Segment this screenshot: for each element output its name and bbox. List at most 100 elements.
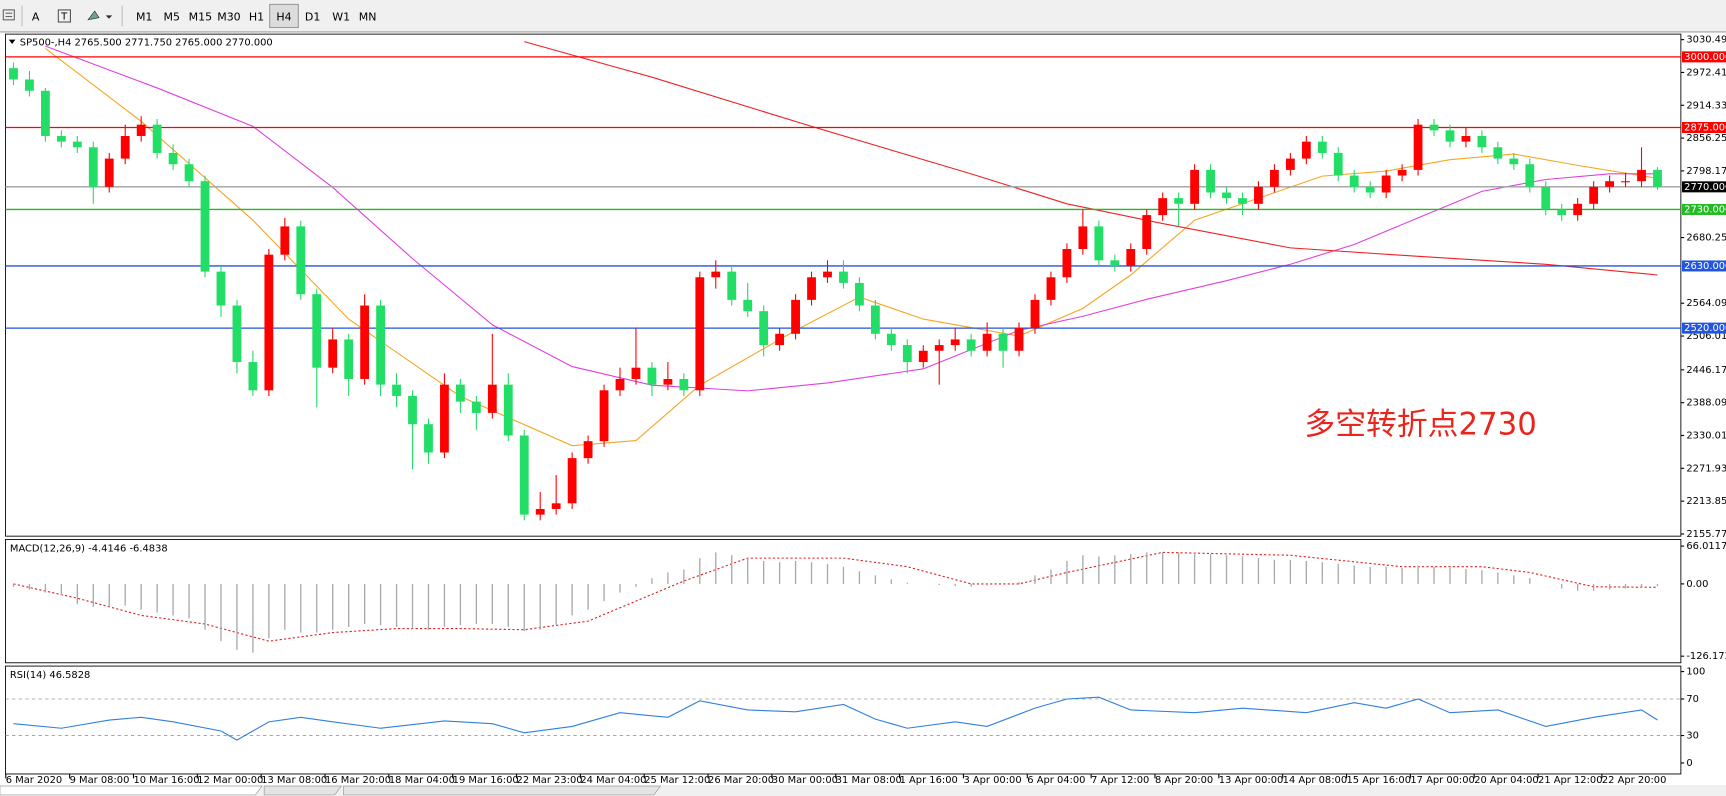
candle-body	[1174, 198, 1184, 204]
candle-body	[392, 384, 401, 396]
timeframe-active	[269, 3, 299, 29]
candle-body	[1509, 158, 1519, 165]
candle-body	[759, 311, 769, 346]
candle-body	[232, 305, 242, 363]
rsi-line	[13, 696, 1658, 741]
y-tick-label: 2506.010	[1686, 331, 1726, 342]
candle-body	[567, 458, 577, 504]
candle-body	[1397, 169, 1407, 176]
candle-body	[56, 135, 66, 142]
svg-text:T: T	[60, 12, 68, 23]
tab-bar-bg	[0, 784, 1726, 796]
candle-body	[583, 441, 593, 459]
candle-body	[1461, 135, 1471, 142]
candle-body	[1333, 152, 1343, 176]
candle-body	[1110, 260, 1120, 266]
timeframe-button[interactable]: W1	[332, 11, 350, 24]
candle-body	[184, 164, 194, 182]
price-level-label: 2770.000	[1684, 182, 1726, 193]
timeframe-button[interactable]: M1	[136, 11, 152, 24]
candle-body	[25, 79, 34, 91]
candle-body	[615, 378, 625, 391]
candle-body	[9, 68, 18, 80]
text-tool[interactable]: A	[32, 11, 40, 24]
timeframe-button[interactable]: H1	[249, 11, 264, 24]
y-tick-label: 2330.010	[1686, 431, 1726, 442]
candle-body	[376, 305, 385, 385]
candle-body	[200, 181, 210, 272]
candle-body	[72, 141, 82, 148]
candle-body	[1238, 198, 1247, 204]
timeframe-button[interactable]: MN	[359, 11, 377, 24]
tab[interactable]	[343, 785, 662, 796]
candle-body	[1030, 299, 1040, 329]
candle-body	[424, 424, 433, 453]
candle-body	[1637, 169, 1646, 182]
price-level-label: 3000.000	[1684, 52, 1726, 63]
plot-area	[13, 696, 1658, 741]
x-tick-label: 16 Mar 20:00	[325, 775, 391, 786]
candle-body	[1605, 181, 1614, 187]
x-tick-label: 22 Apr 20:00	[1602, 775, 1666, 786]
pane-frame	[5, 665, 1682, 775]
y-tick-label: 0.00	[1686, 579, 1708, 590]
indicator-title: MACD(12,26,9) -4.4146 -6.4838	[10, 543, 168, 554]
timeframe-button[interactable]: M30	[217, 11, 240, 24]
timeframe-button[interactable]: M5	[163, 11, 179, 24]
y-tick-label: -126.173	[1686, 651, 1726, 662]
tab[interactable]	[0, 785, 263, 796]
candle-body	[599, 390, 609, 442]
y-tick-label: 100	[1686, 667, 1705, 678]
price-level-label: 2630.000	[1684, 261, 1726, 272]
candle-body	[855, 282, 864, 306]
candle-body	[408, 395, 417, 425]
candle-body	[312, 294, 322, 368]
pane-frame	[5, 539, 1682, 664]
candle-body	[1222, 192, 1231, 199]
tab[interactable]	[263, 785, 342, 796]
x-tick-label: 7 Apr 12:00	[1091, 775, 1149, 786]
x-tick-label: 18 Mar 04:00	[389, 775, 455, 786]
y-tick-label: 2798.170	[1686, 166, 1726, 177]
annotation: 多空转折点2730	[1304, 407, 1536, 443]
candle-body	[1254, 186, 1263, 204]
x-tick-label: 6 Apr 04:00	[1027, 775, 1085, 786]
price-level-label: 2520.000	[1684, 323, 1726, 334]
y-tick-label: 3030.490	[1686, 35, 1726, 46]
candle-body	[679, 378, 689, 391]
x-tick-label: 30 Mar 00:00	[772, 775, 838, 786]
x-tick-label: 13 Apr 00:00	[1219, 775, 1283, 786]
candle-body	[918, 350, 928, 363]
y-tick-label: 66.0117	[1686, 541, 1726, 552]
menu-icon[interactable]	[2, 9, 15, 21]
candle-body	[152, 124, 162, 153]
candle-body	[1270, 169, 1279, 187]
timeframe-button[interactable]: M15	[189, 11, 212, 24]
candle-body	[248, 362, 258, 391]
macd-signal	[13, 551, 1658, 642]
candle-body	[775, 333, 785, 346]
shapes-tool[interactable]	[87, 10, 113, 21]
candle-body	[1477, 135, 1487, 148]
x-tick-label: 17 Apr 00:00	[1410, 775, 1474, 786]
timeframe-button[interactable]: H4	[276, 11, 291, 24]
candle-body	[1094, 226, 1104, 261]
y-tick-label: 2155.770	[1686, 529, 1726, 540]
x-tick-label: 24 Mar 04:00	[580, 775, 646, 786]
candle-body	[791, 299, 800, 334]
timeframe-button[interactable]: D1	[305, 11, 320, 24]
candle-body	[1078, 226, 1088, 250]
y-tick-label: 2271.930	[1686, 463, 1726, 474]
x-tick-label: 26 Mar 20:00	[708, 775, 774, 786]
candle-body	[264, 254, 274, 391]
candle-body	[807, 277, 816, 300]
candle-body	[1142, 215, 1152, 250]
candle-body	[1190, 169, 1200, 204]
candle-body	[1493, 147, 1503, 159]
label-tool[interactable]: T	[57, 9, 71, 23]
y-tick-label: 2446.170	[1686, 365, 1726, 376]
candle-body	[535, 508, 545, 515]
candle-body	[886, 333, 896, 346]
candle-body	[1557, 209, 1567, 216]
candle-body	[551, 503, 561, 509]
